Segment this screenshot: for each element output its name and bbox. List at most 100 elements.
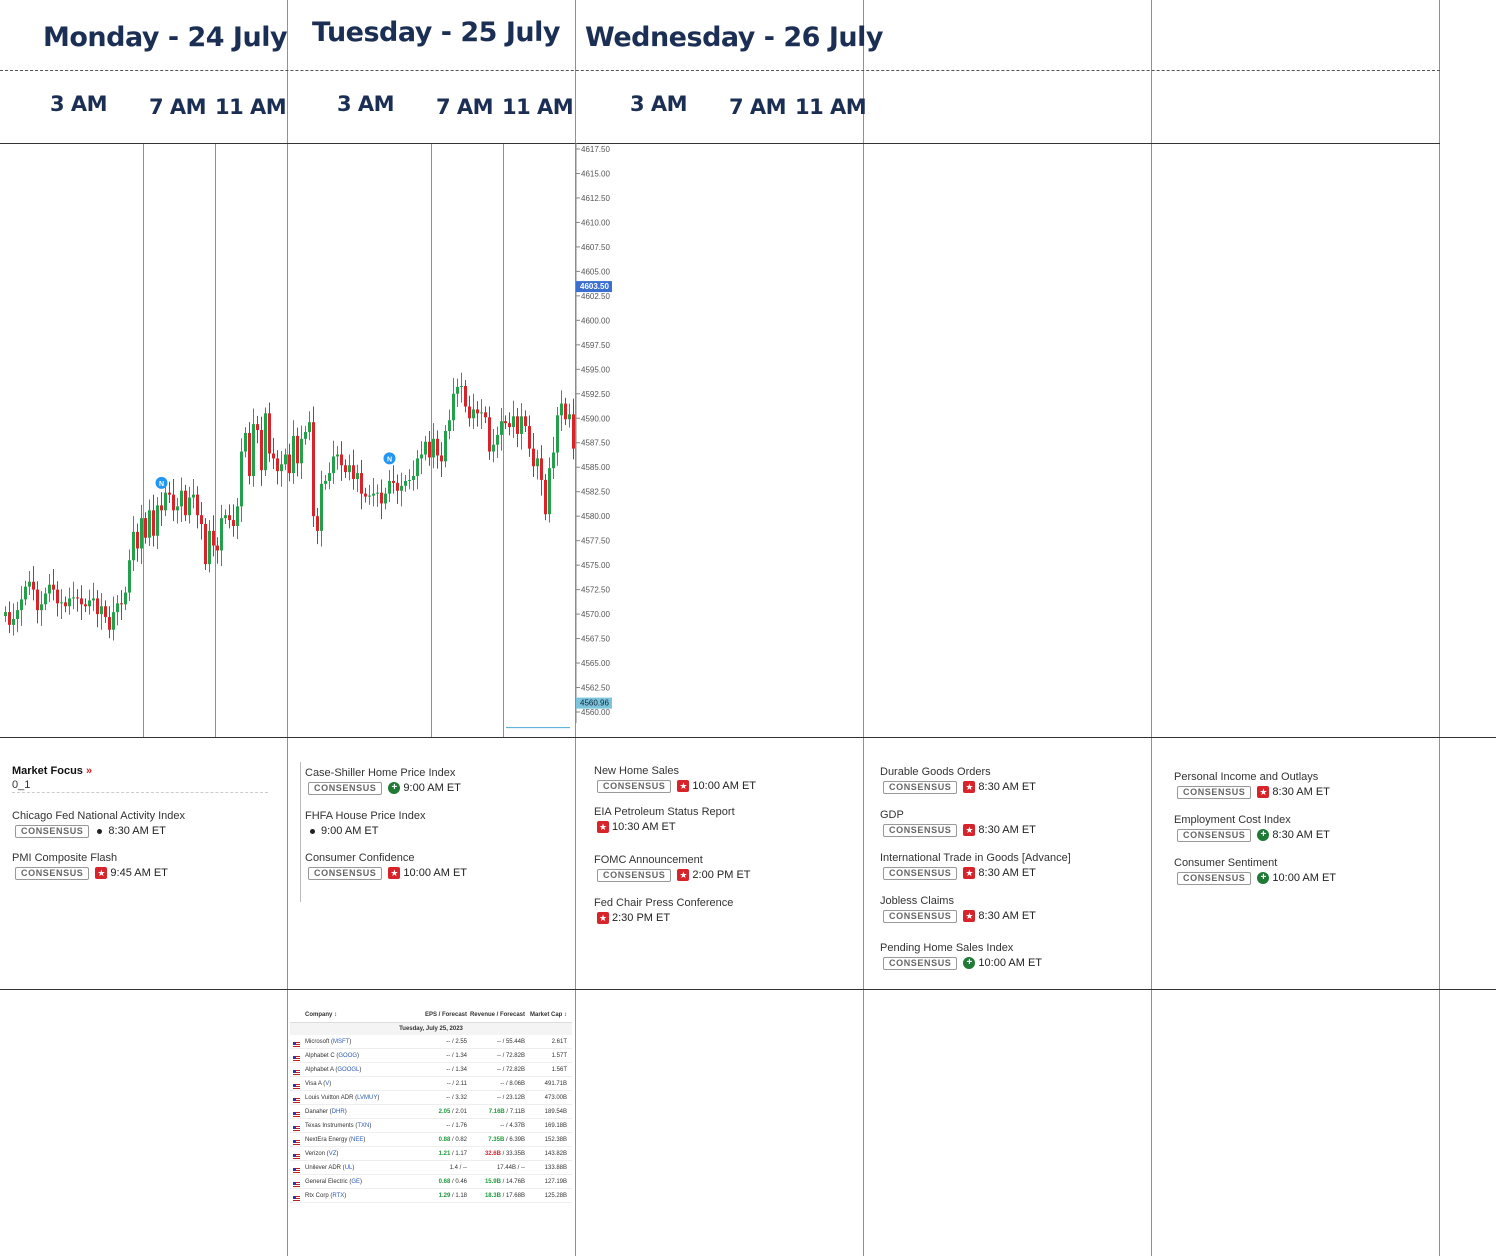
candle-body [56,589,59,604]
event-name[interactable]: FHFA House Price Index [305,810,426,822]
event-name[interactable]: New Home Sales [594,765,679,777]
consensus-button[interactable]: CONSENSUS [15,824,90,838]
candle-body [108,617,111,630]
company-header[interactable]: Company ↕ [305,1012,338,1018]
header-dash-line [0,70,1440,71]
event-time: 8:30 AM ET [978,824,1036,836]
company-cell[interactable]: NextEra Energy (NEE) [290,1136,415,1145]
ticker-link[interactable]: NEE [351,1136,364,1143]
candle-body [52,584,55,590]
y-tick-label: 4607.50 [581,243,610,252]
ticker-link[interactable]: VZ [328,1150,337,1157]
event-name[interactable]: Jobless Claims [880,895,954,907]
us-flag-icon [293,1083,300,1089]
us-flag-icon [293,1041,300,1047]
consensus-button[interactable]: CONSENSUS [883,823,958,837]
consensus-button[interactable]: CONSENSUS [1177,785,1252,799]
eps-cell: 2.05 / 2.01 [438,1108,467,1115]
eps-forecast: 1.17 [455,1150,467,1157]
event-detail-row: CONSENSUS ★ 10:00 AM ET [597,779,756,793]
market-cap-header[interactable]: Market Cap ↕ [529,1012,567,1018]
event-name[interactable]: Consumer Sentiment [1174,857,1278,869]
candle-body [516,416,519,434]
event-time: 2:30 PM ET [612,912,671,924]
ticker-link[interactable]: TXN [357,1122,370,1129]
consensus-button[interactable]: CONSENSUS [883,956,958,970]
consensus-button[interactable]: CONSENSUS [597,868,672,882]
ticker-link[interactable]: V [325,1080,330,1087]
day-divider-line [287,0,288,1256]
y-tick-label: 4602.50 [581,292,610,301]
high-importance-star-icon: ★ [597,912,609,924]
importance-plus-icon: + [1257,872,1270,884]
event-name[interactable]: FOMC Announcement [594,854,703,866]
company-cell[interactable]: Verizon (VZ) [290,1150,415,1159]
consensus-button[interactable]: CONSENSUS [883,780,958,794]
ticker-link[interactable]: MSFT [333,1038,350,1045]
ticker-link[interactable]: LVMUY [357,1094,378,1101]
company-cell[interactable]: Visa A (V) [290,1080,415,1089]
ticker-link[interactable]: GE [351,1178,361,1185]
revenue-actual: -- [496,1038,501,1045]
event-detail-row: CONSENSUS 8:30 AM ET [15,824,166,838]
y-tick-label: 4585.00 [581,463,610,472]
event-name[interactable]: Case-Shiller Home Price Index [305,767,456,779]
ticker-link[interactable]: UL [344,1164,353,1171]
event-name[interactable]: Pending Home Sales Index [880,942,1014,954]
event-name[interactable]: EIA Petroleum Status Report [594,806,735,818]
consensus-button[interactable]: CONSENSUS [883,866,958,880]
company-name: Verizon [305,1150,326,1157]
candle-body [332,456,335,474]
event-name[interactable]: Consumer Confidence [305,852,415,864]
high-importance-star-icon: ★ [963,867,976,879]
candle-body [176,506,179,511]
company-cell[interactable]: Microsoft (MSFT) [290,1038,415,1047]
revenue-actual: 32.6B [484,1150,501,1157]
candle-body [116,603,119,613]
eps-forecast: 0.82 [455,1136,467,1143]
candle-body [256,424,259,431]
candle-body [504,421,507,424]
time-label: 7 AM [729,95,787,119]
consensus-button[interactable]: CONSENSUS [597,779,672,793]
company-cell[interactable]: Texas Instruments (TXN) [290,1122,415,1131]
consensus-button[interactable]: CONSENSUS [15,866,90,880]
event-name[interactable]: GDP [880,809,904,821]
event-name[interactable]: Chicago Fed National Activity Index [12,810,186,822]
news-marker-label: N [159,481,164,488]
event-detail-row: CONSENSUS ★ 8:30 AM ET [883,866,1036,880]
event-name[interactable]: Personal Income and Outlays [1174,771,1319,783]
company-cell[interactable]: Louis Vuitton ADR (LVMUY) [290,1094,415,1103]
ticker-link[interactable]: DHR [331,1108,345,1115]
eps-actual: 1.29 [438,1192,451,1199]
candle-body [260,430,263,471]
company-cell[interactable]: Alphabet C (GOOG) [290,1052,415,1061]
event-detail-row: CONSENSUS ★ 2:00 PM ET [597,868,751,882]
consensus-button[interactable]: CONSENSUS [308,866,383,880]
candle-body [152,510,155,536]
company-cell[interactable]: General Electric (GE) [290,1178,415,1187]
event-name[interactable]: Employment Cost Index [1174,814,1291,826]
consensus-button[interactable]: CONSENSUS [883,909,958,923]
candle-body [320,483,323,531]
consensus-button[interactable]: CONSENSUS [308,781,383,795]
us-flag-icon [293,1181,300,1187]
importance-plus-icon: + [963,957,976,969]
ticker-link[interactable]: RTX [332,1192,345,1199]
company-cell[interactable]: Rtx Corp (RTX) [290,1192,415,1201]
event-name[interactable]: Fed Chair Press Conference [594,897,734,909]
consensus-button[interactable]: CONSENSUS [1177,828,1252,842]
consensus-button[interactable]: CONSENSUS [1177,871,1252,885]
event-name[interactable]: International Trade in Goods [Advance] [880,852,1071,864]
ticker-link[interactable]: GOOG [338,1052,358,1059]
candle-body [380,492,383,504]
company-cell[interactable]: Danaher (DHR) [290,1108,415,1117]
candle-body [496,434,499,445]
company-cell[interactable]: Alphabet A (GOOGL) [290,1066,415,1075]
company-cell[interactable]: Unilever ADR (UL) [290,1164,415,1173]
market-focus-title[interactable]: Market Focus » [12,765,93,777]
event-name[interactable]: PMI Composite Flash [12,852,118,864]
event-name[interactable]: Durable Goods Orders [880,766,991,778]
ticker-link[interactable]: GOOGL [337,1066,360,1073]
candle-body [140,518,143,549]
